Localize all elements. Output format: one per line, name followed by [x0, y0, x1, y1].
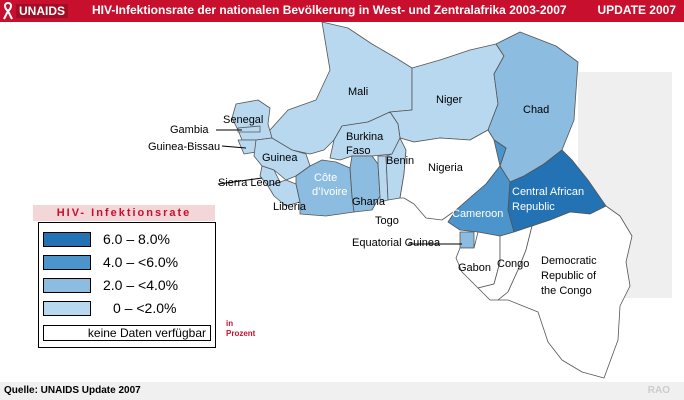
label-sierra-leone: Sierra Leone	[218, 177, 281, 189]
label-gabon: Gabon	[458, 262, 491, 274]
source-text: Quelle: UNAIDS Update 2007	[4, 385, 141, 396]
legend-title: HIV- Infektionsrate	[33, 205, 215, 221]
label-cote: Côte	[314, 172, 337, 184]
label-senegal: Senegal	[223, 114, 263, 126]
label-liberia: Liberia	[273, 201, 306, 213]
legend-item-2-4: 2.0 – <4.0%	[43, 277, 178, 293]
label-drc-line3: the Congo	[541, 285, 592, 297]
label-divoire: d’Ivoire	[312, 186, 347, 198]
legend-label: 6.0 – 8.0%	[103, 231, 170, 247]
unit-label: in Prozent	[226, 319, 255, 339]
legend-swatch	[43, 301, 91, 316]
label-drc-line1: Democratic	[541, 255, 597, 267]
header-bar: UNAIDS HIV-Infektionsrate der nationalen…	[0, 0, 684, 22]
label-gambia: Gambia	[170, 124, 209, 136]
legend: 6.0 – 8.0% 4.0 – <6.0% 2.0 – <4.0% 0 – <…	[38, 222, 216, 348]
legend-swatch	[43, 232, 91, 247]
legend-label: 2.0 – <4.0%	[103, 277, 178, 293]
legend-item-0-2: 0 – <2.0%	[43, 300, 176, 316]
logo-text: UNAIDS	[16, 4, 68, 18]
label-ghana: Ghana	[352, 196, 385, 208]
legend-label: 0 – <2.0%	[113, 300, 176, 316]
label-mali: Mali	[348, 86, 368, 98]
label-car-line1: Central African	[512, 186, 584, 198]
label-drc-line2: Republic of	[541, 270, 596, 282]
label-nigeria: Nigeria	[428, 162, 463, 174]
label-niger: Niger	[436, 94, 462, 106]
label-togo: Togo	[375, 215, 399, 227]
legend-swatch	[43, 278, 91, 293]
unit-in: in	[226, 319, 255, 329]
legend-title-bar: HIV- Infektionsrate	[33, 205, 215, 221]
label-guinea: Guinea	[262, 152, 297, 164]
label-benin: Benin	[386, 155, 414, 167]
legend-item-no-data: keine Daten verfügbar	[43, 325, 211, 341]
red-ribbon-icon	[2, 2, 14, 20]
label-chad: Chad	[523, 104, 549, 116]
label-guinea-bissau: Guinea-Bissau	[148, 141, 220, 153]
page-title: HIV-Infektionsrate der nationalen Bevölk…	[92, 3, 567, 17]
country-equatorial-guinea	[460, 232, 474, 248]
label-burkina: Burkina	[346, 131, 383, 143]
country-guinea-bissau	[238, 140, 256, 154]
legend-label: 4.0 – <6.0%	[103, 254, 178, 270]
footer: Quelle: UNAIDS Update 2007 RAO	[0, 382, 684, 400]
credit-text: RAO	[648, 385, 670, 396]
label-cameroon: Cameroon	[452, 208, 503, 220]
unaids-logo: UNAIDS	[2, 2, 68, 20]
label-equatorial-guinea: Equatorial Guinea	[352, 237, 440, 249]
label-faso: Faso	[346, 145, 370, 157]
legend-item-4-6: 4.0 – <6.0%	[43, 254, 178, 270]
unit-prozent: Prozent	[226, 329, 255, 339]
legend-item-6-8: 6.0 – 8.0%	[43, 231, 170, 247]
label-congo: Congo	[497, 258, 529, 270]
legend-swatch	[43, 255, 91, 270]
update-label: UPDATE 2007	[598, 3, 676, 17]
label-car-line2: Republic	[512, 201, 555, 213]
